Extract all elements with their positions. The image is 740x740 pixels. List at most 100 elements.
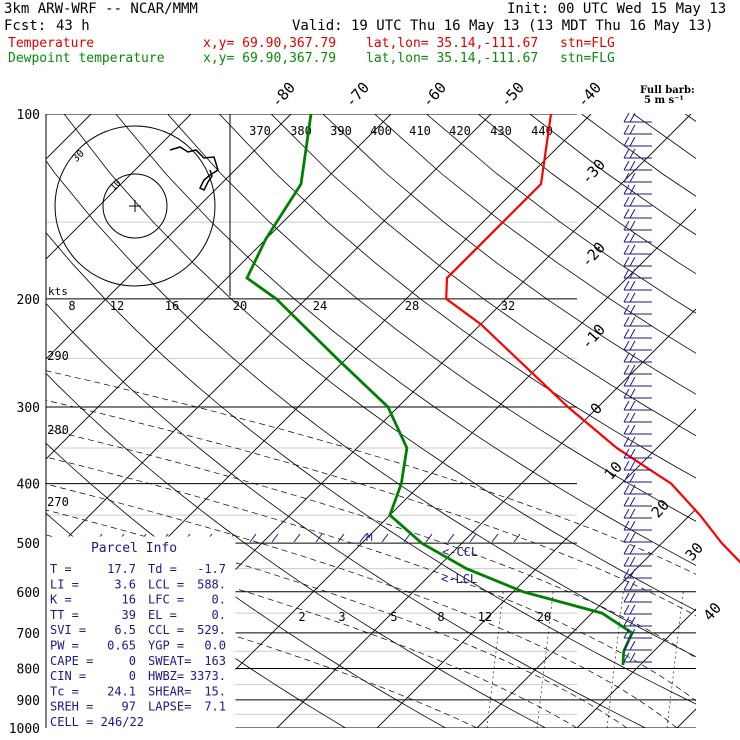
parcel-param-label: SVI = [50,623,86,637]
ccl-annotation: <-CCL [442,545,478,559]
wind-barb-tick [629,448,636,459]
parcel-param-value: 0.65 [107,639,136,653]
mixing-ratio-label: 2 [298,610,305,624]
wind-barb-tick [623,328,630,339]
wind-barb-tick [629,412,636,423]
dry-adiabat-line [581,114,696,197]
pressure-tick-label: 600 [17,586,40,601]
parcel-param-value: 0 [129,654,136,668]
parcel-param-value: 0 [129,669,136,683]
hodograph-ring-outer [54,125,216,287]
parcel-param-label: LI = [50,577,79,591]
temperature-tick-label: -80 [268,79,300,111]
hodograph-trace [169,146,219,192]
isotherm-line [176,208,696,728]
wind-barb-tick [623,640,630,651]
parcel-param-value: 0. [212,608,226,622]
small-barb [469,533,477,543]
dry-adiabat-line [46,302,647,728]
pressure-tick-label: 800 [17,662,40,677]
pressure-tick-label: 200 [17,293,40,308]
temperature-tick-label: -50 [497,79,529,111]
init-time: Init: 00 UTC Wed 15 May 13 [507,1,727,17]
wind-barb-tick [623,376,630,387]
hodo-speed-label: 32 [501,299,515,313]
small-barb [359,533,367,543]
wind-barb-tick [623,172,630,183]
lcl-annotation: <-LCL [441,572,477,586]
parcel-param-label: EL = [148,608,177,622]
hodo-speed-label: 8 [68,299,75,313]
wind-barb-tick [629,436,636,447]
dry-adiabat-line [684,114,696,122]
parcel-info-bg [46,536,236,729]
wind-barb-tick [623,604,630,615]
wind-barb-tick [629,616,636,627]
barb-legend-line1: Full barb: [640,85,695,96]
isotherm-line [476,508,696,728]
temp-xy: x,y= 69.90,367.79 [203,36,337,51]
isotherm-line [376,408,696,728]
parcel-param-label: TT = [50,608,79,622]
wind-barb-tick [629,112,636,123]
wind-barb-tick [623,124,630,135]
fcst-label: Fcst: [4,18,47,34]
theta-label: 420 [449,124,471,138]
small-barb [249,533,257,543]
moist-adiabat-line [46,509,628,728]
moist-adiabat-line [46,370,696,575]
wind-barb-tick [629,604,636,615]
dry-adiabat-line [219,114,696,479]
pressure-tick-label: 700 [17,627,40,642]
dry-adiabat-line [322,114,696,395]
wind-barb-tick [623,268,630,279]
wind-barb-tick [623,208,630,219]
hodograph-ring-inner [102,173,168,239]
theta-label: 370 [249,124,271,138]
wind-barb-tick [623,340,630,351]
dry-adiabat-line [115,114,696,566]
wind-barb-tick [629,172,636,183]
dry-adiabat-line [46,372,547,728]
parcel-param-value: 17.7 [107,562,136,576]
parcel-param-value: 16 [122,593,136,607]
pressure-tick-label: 900 [17,694,40,709]
parcel-param-value: 163 [204,654,226,668]
mixing-ratio-label: 5 [390,610,397,624]
wind-barb-tick [629,544,636,555]
theta-left-label: 270 [47,495,69,509]
wind-barb-tick [629,136,636,147]
wind-barb-tick [629,628,636,639]
wind-barb-tick [629,148,636,159]
hodograph-ring-label: 30 [71,148,87,164]
wind-barb-tick [623,316,630,327]
parcel-param-label: YGP = [148,639,184,653]
hodo-speed-label: 28 [405,299,419,313]
wind-barb-tick [629,484,636,495]
wind-barb-tick [623,436,630,447]
dewpoint-curve [245,113,634,666]
hodograph-inset [54,114,231,296]
wind-barb-tick [629,592,636,603]
hodo-speed-label: 24 [313,299,327,313]
dry-adiabat-line [270,114,696,437]
parcel-param-value: 588. [197,577,226,591]
wind-barb-tick [629,184,636,195]
wind-barb-tick [629,532,636,543]
wind-barb-tick [629,364,636,375]
valid-time: Valid: 19 UTC Thu 16 May 13 (13 MDT Thu … [292,18,714,34]
dry-adiabat-line [374,114,696,354]
wind-barb-tick [623,196,630,207]
hodo-speed-label: 16 [165,299,179,313]
temperature-tick-label: -60 [419,79,451,111]
small-barb [513,533,521,543]
barb-legend: Full barb: 5 m s⁻¹ [640,86,695,106]
parcel-param-label: HWBZ= [148,669,184,683]
wind-barb-tick [623,412,630,423]
mixing-ratio-line [666,591,684,728]
wind-barb-tick [623,244,630,255]
wind-barb-tick [629,652,636,663]
pressure-tick-label: 500 [17,537,40,552]
temperature-tick-label: -10 [578,321,610,353]
